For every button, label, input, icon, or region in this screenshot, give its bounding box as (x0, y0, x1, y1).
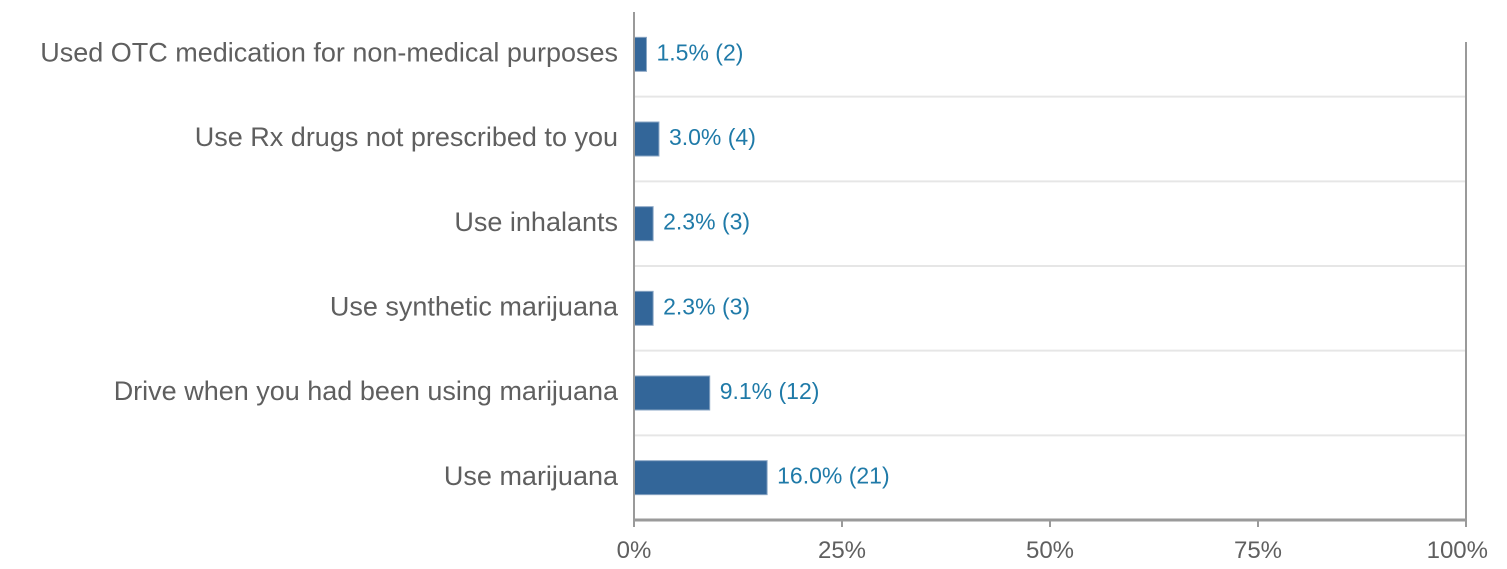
value-label: 1.5% (2) (656, 39, 743, 65)
category-label: Use inhalants (454, 207, 618, 237)
value-label: 9.1% (12) (720, 378, 820, 404)
value-labels: 1.5% (2) 3.0% (4) 2.3% (3) 2.3% (3) 9.1% (12… (656, 39, 889, 488)
category-label: Use marijuana (444, 461, 619, 491)
value-label: 2.3% (3) (663, 293, 750, 319)
category-label: Drive when you had been using marijuana (114, 376, 619, 406)
bar-use-inhalants (634, 207, 653, 241)
bar-use-marijuana (634, 461, 767, 495)
category-label: Use synthetic marijuana (330, 291, 619, 321)
x-tick-label: 50% (1026, 537, 1074, 564)
value-label: 2.3% (3) (663, 209, 750, 235)
x-tick-label: 0% (617, 537, 652, 564)
axes (634, 12, 1466, 526)
bar-used-otc-medication-for-non-medical-purposes (634, 37, 646, 71)
category-labels: Used OTC medication for non-medical purp… (40, 37, 619, 490)
x-tick-labels: 0% 25% 50% 75% 100% (617, 520, 1488, 564)
category-label: Use Rx drugs not prescribed to you (195, 122, 618, 152)
bar-use-rx-drugs-not-prescribed-to-you (634, 122, 659, 156)
x-tick-label: 25% (818, 537, 866, 564)
value-label: 16.0% (21) (777, 463, 890, 489)
x-tick-label: 75% (1234, 537, 1282, 564)
value-label: 3.0% (4) (669, 124, 756, 150)
bar-drive-when-you-had-been-using-marijuana (634, 376, 710, 410)
category-label: Used OTC medication for non-medical purp… (40, 37, 618, 67)
x-tick-label: 100% (1427, 537, 1488, 564)
bar-use-synthetic-marijuana (634, 291, 653, 325)
